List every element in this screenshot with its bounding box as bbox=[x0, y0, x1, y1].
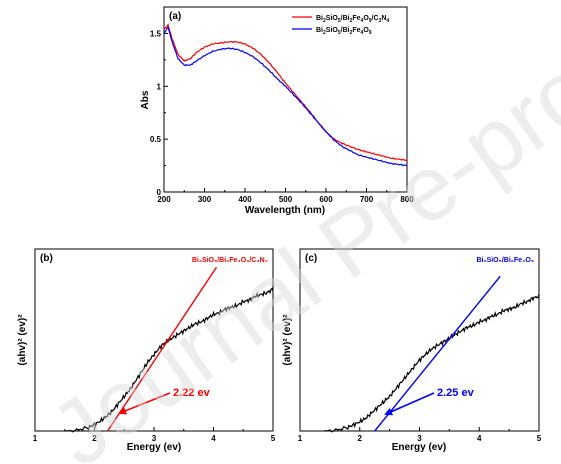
panel-c-bandgap-arrow bbox=[384, 392, 435, 416]
x-tick-label: 2 bbox=[92, 434, 97, 443]
y-tick-label: 0 bbox=[157, 188, 162, 197]
panel-c-plot-frame bbox=[299, 248, 540, 432]
panel-b-ticks: 1 2 3 4 5 bbox=[33, 427, 276, 443]
panel-a: 200 300 400 500 600 700 800 0 0.5 1 1.5 (a) Wavele… bbox=[140, 6, 414, 216]
panel-a-legend: Bi2SiO5/Bi2Fe4O9/C3N4 Bi2SiO5/Bi2Fe4O9 bbox=[292, 15, 389, 36]
panel-b: 1 2 3 4 5 (b) Bi₂SiO₅/Bi₂Fe₄O₉/C₃N₄ Energy (… bbox=[17, 248, 276, 453]
x-tick-label: 500 bbox=[279, 195, 293, 204]
panel-c-ticks: 1 2 3 4 5 bbox=[298, 427, 542, 443]
panel-b-ylabel: (ahv)² (ev)² bbox=[17, 314, 28, 366]
panel-b-bandgap-annotation: 2.22 ev bbox=[173, 387, 211, 399]
x-tick-label: 700 bbox=[360, 195, 374, 204]
x-tick-label: 5 bbox=[537, 434, 542, 443]
panel-c-xlabel: Energy (ev) bbox=[392, 442, 446, 453]
panel-b-legend: Bi₂SiO₅/Bi₂Fe₄O₉/C₃N₄ bbox=[192, 257, 268, 264]
series-line-1 bbox=[163, 23, 408, 162]
panel-b-plot-frame bbox=[34, 248, 274, 432]
x-tick-label: 3 bbox=[152, 434, 157, 443]
series-line-2 bbox=[163, 25, 408, 167]
panel-c-ylabel: (ahv)² (ev)² bbox=[282, 314, 293, 366]
x-tick-label: 5 bbox=[271, 434, 276, 443]
y-tick-label: 0.5 bbox=[150, 135, 162, 144]
panel-a-xlabel: Wavelength (nm) bbox=[245, 205, 325, 216]
panel-a-ylabel: Abs bbox=[140, 90, 151, 109]
panel-c-series-lines bbox=[323, 275, 540, 433]
legend-entry-blue: Bi2SiO5/Bi2Fe4O9 bbox=[316, 27, 372, 36]
x-tick-label: 400 bbox=[238, 195, 252, 204]
x-tick-label: 1 bbox=[33, 434, 38, 443]
panel-c-bandgap-annotation: 2.25 ev bbox=[437, 387, 475, 399]
panel-a-ticks: 200 300 400 500 600 700 800 0 0.5 1 1.5 bbox=[150, 29, 414, 204]
y-tick-label: 1 bbox=[157, 82, 162, 91]
panel-c: 1 2 3 4 5 (c) Bi₂SiO₅/Bi₂Fe₄O₉ Energy (ev) (… bbox=[282, 248, 542, 453]
x-tick-label: 800 bbox=[400, 195, 414, 204]
x-tick-label: 1 bbox=[298, 434, 303, 443]
panel-a-label: (a) bbox=[169, 11, 181, 22]
panel-a-series-lines bbox=[163, 23, 408, 167]
series-line-1 bbox=[64, 287, 274, 433]
x-tick-label: 200 bbox=[157, 195, 171, 204]
y-tick-label: 1.5 bbox=[150, 29, 162, 38]
x-tick-label: 600 bbox=[319, 195, 333, 204]
panel-b-xlabel: Energy (ev) bbox=[127, 442, 181, 453]
x-tick-label: 2 bbox=[358, 434, 363, 443]
x-tick-label: 300 bbox=[198, 195, 212, 204]
x-tick-label: 4 bbox=[211, 434, 216, 443]
panel-c-label: (c) bbox=[305, 253, 317, 264]
series-line-1 bbox=[323, 294, 540, 433]
x-tick-label: 3 bbox=[417, 434, 422, 443]
tangent-line-b bbox=[107, 266, 218, 432]
x-tick-label: 4 bbox=[477, 434, 482, 443]
panel-b-label: (b) bbox=[40, 253, 53, 264]
legend-entry-red: Bi2SiO5/Bi2Fe4O9/C3N4 bbox=[316, 15, 389, 24]
panel-b-bandgap-arrow bbox=[118, 392, 171, 415]
panel-c-legend: Bi₂SiO₅/Bi₂Fe₄O₉ bbox=[476, 257, 534, 264]
panel-b-series-lines bbox=[64, 266, 274, 433]
tangent-line-c bbox=[374, 275, 501, 432]
